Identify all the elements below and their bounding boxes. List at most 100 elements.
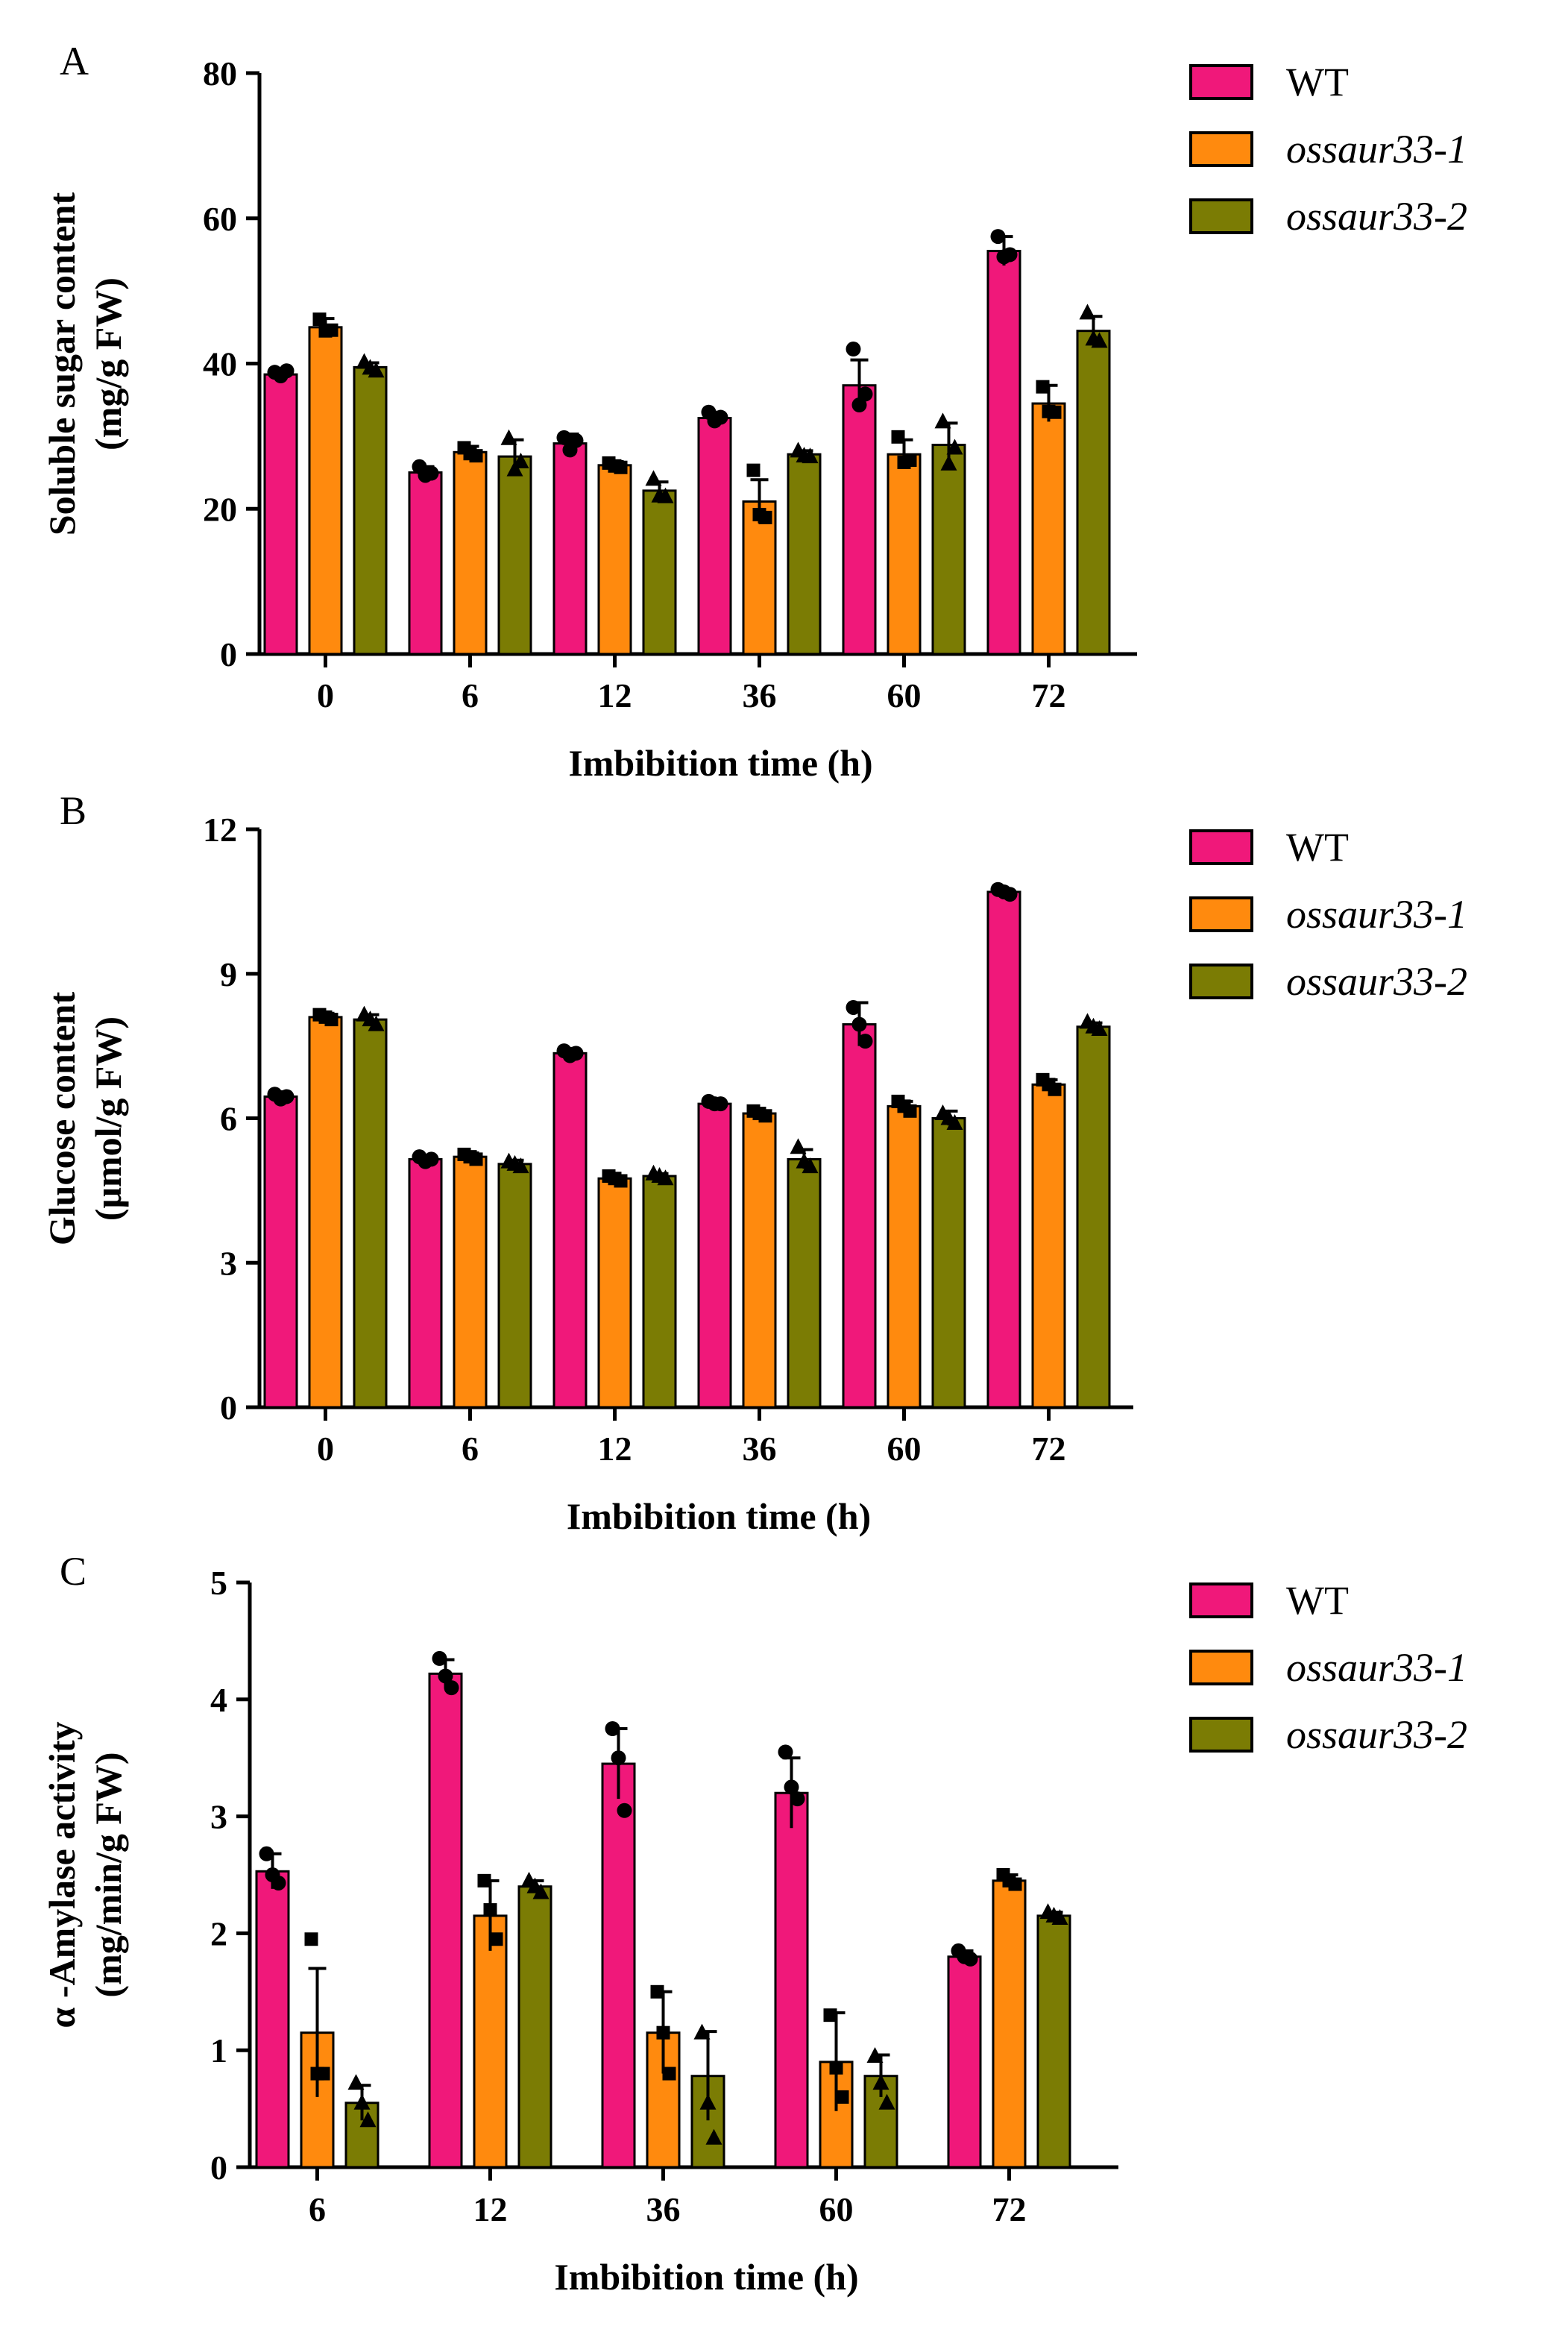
y-axis-title-line: Glucose content (41, 992, 83, 1246)
data-point (990, 229, 1006, 245)
bar (353, 365, 388, 656)
legend-swatch (1189, 964, 1253, 999)
data-point (857, 1034, 873, 1049)
y-tick-label: 60 (203, 200, 237, 238)
bar (1031, 402, 1066, 656)
data-point (312, 312, 327, 327)
data-point (469, 1152, 483, 1166)
legend-swatch (1189, 1717, 1253, 1753)
x-tick-label: 12 (598, 676, 632, 714)
data-point (693, 2023, 711, 2040)
legend-label: ossaur33-1 (1286, 892, 1467, 937)
y-axis-title-line: α -Amylase activity (41, 1721, 83, 2028)
data-point (662, 2066, 676, 2081)
data-point (324, 323, 339, 337)
data-point (347, 2074, 365, 2090)
x-tick-label: 0 (317, 1430, 334, 1468)
data-point (483, 1903, 497, 1917)
bar (986, 250, 1021, 656)
bar (697, 417, 732, 656)
x-tick-label: 36 (743, 1430, 777, 1468)
data-point (699, 2093, 717, 2110)
bar (497, 1163, 532, 1409)
data-point (316, 2066, 330, 2081)
x-tick-label: 72 (1032, 676, 1066, 714)
x-tick-label: 6 (462, 676, 479, 714)
data-point (271, 1875, 286, 1890)
bar (408, 1157, 443, 1409)
data-point (790, 1138, 807, 1154)
data-point (489, 1932, 503, 1946)
legend-label: WT (1286, 60, 1349, 104)
data-point (1002, 887, 1018, 902)
bar (308, 326, 343, 656)
y-axis-title-line: Soluble sugar content (41, 192, 83, 536)
data-point (656, 2025, 670, 2040)
x-axis-title: Imbibition time (h) (568, 742, 872, 784)
data-point (802, 1157, 819, 1174)
data-point (469, 449, 483, 463)
data-point (829, 2061, 843, 2075)
data-point (1091, 1020, 1108, 1037)
y-tick-label: 0 (220, 1389, 237, 1427)
data-point (784, 1779, 799, 1795)
bar (887, 453, 922, 656)
data-point (359, 2111, 377, 2128)
data-point (657, 1169, 674, 1186)
data-point (851, 1016, 867, 1032)
data-point (368, 1015, 385, 1031)
data-point (802, 447, 819, 464)
x-tick-label: 72 (1032, 1430, 1066, 1468)
y-axis-title-line: (mg/min/g FW) (87, 1752, 129, 1997)
data-point (713, 409, 728, 425)
data-point (657, 487, 674, 503)
bar (1076, 330, 1111, 656)
bar (774, 1791, 809, 2169)
y-tick-label: 2 (210, 1914, 227, 1952)
x-tick-label: 6 (462, 1430, 479, 1468)
x-tick-label: 12 (473, 2190, 508, 2228)
bar (597, 464, 632, 656)
bar (887, 1104, 922, 1409)
bar (517, 1885, 552, 2169)
legend-label: ossaur33-2 (1286, 1712, 1467, 1757)
data-point (1036, 380, 1050, 394)
data-point (946, 439, 963, 455)
bar (1076, 1025, 1111, 1409)
data-point (304, 1932, 318, 1946)
y-tick-label: 9 (220, 955, 237, 993)
panel-letter: A (60, 39, 89, 84)
bar (308, 1016, 343, 1409)
x-axis-title: Imbibition time (h) (554, 2256, 858, 2298)
data-point (506, 460, 523, 477)
data-point (891, 430, 905, 444)
bar (497, 455, 532, 656)
data-point (512, 452, 529, 468)
data-point (605, 1721, 620, 1736)
bar (742, 500, 777, 656)
data-point (259, 1846, 274, 1861)
legend-swatch (1189, 1650, 1253, 1685)
x-tick-label: 36 (743, 676, 777, 714)
legend-swatch (1189, 896, 1253, 932)
legend-swatch (1189, 131, 1253, 167)
legend-swatch (1189, 829, 1253, 865)
data-point (532, 1883, 550, 1899)
data-point (823, 2008, 837, 2022)
data-point (866, 2047, 884, 2064)
data-point (758, 510, 772, 524)
data-point (444, 1680, 459, 1696)
legend-label: WT (1286, 825, 1349, 870)
data-point (512, 1157, 529, 1174)
legend-label: ossaur33-1 (1286, 127, 1467, 172)
bar (263, 1095, 298, 1409)
y-tick-label: 0 (210, 2149, 227, 2187)
x-tick-label: 12 (598, 1430, 632, 1468)
bar (992, 1879, 1027, 2169)
legend-label: ossaur33-2 (1286, 959, 1467, 1004)
data-point (940, 454, 957, 471)
data-point (903, 1104, 917, 1118)
bar (597, 1177, 632, 1409)
